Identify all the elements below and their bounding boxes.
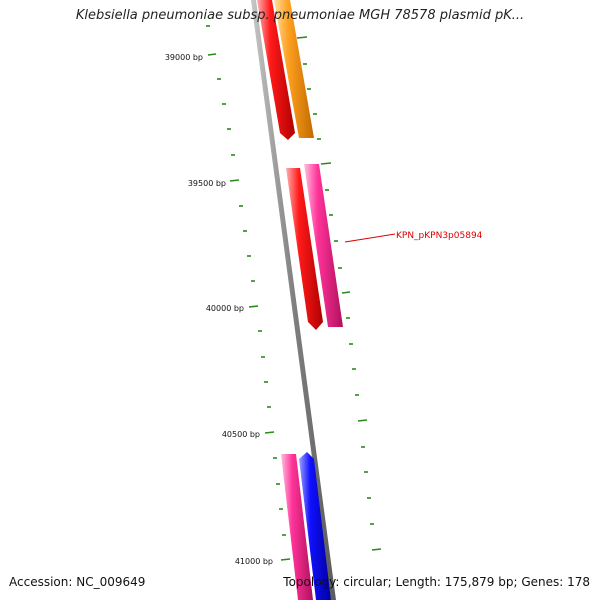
tick-label-40500: 40500 bp [222,430,260,439]
gene-label-kpn-pkpn3p05894[interactable]: KPN_pKPN3p05894 [396,231,483,241]
gene-label-leader [344,233,396,243]
gene-red-top[interactable] [257,0,295,140]
outer-ticks [296,36,382,551]
gene-pink-forward[interactable] [304,164,343,327]
accession-text: Accession: NC_009649 [9,575,146,589]
gene-pink-reverse[interactable] [281,454,313,600]
tick-label-41000: 41000 bp [235,557,273,566]
tick-label-39000: 39000 bp [165,53,203,62]
gene-blue[interactable] [299,452,331,600]
topology-summary: Topology: circular; Length: 175,879 bp; … [283,575,590,589]
tick-label-39500: 39500 bp [188,179,226,188]
plasmid-backbone [251,0,336,600]
gene-orange[interactable] [274,0,314,138]
tick-label-40000: 40000 bp [206,304,244,313]
gene-red-middle[interactable] [286,168,323,330]
inner-ticks [206,25,291,561]
